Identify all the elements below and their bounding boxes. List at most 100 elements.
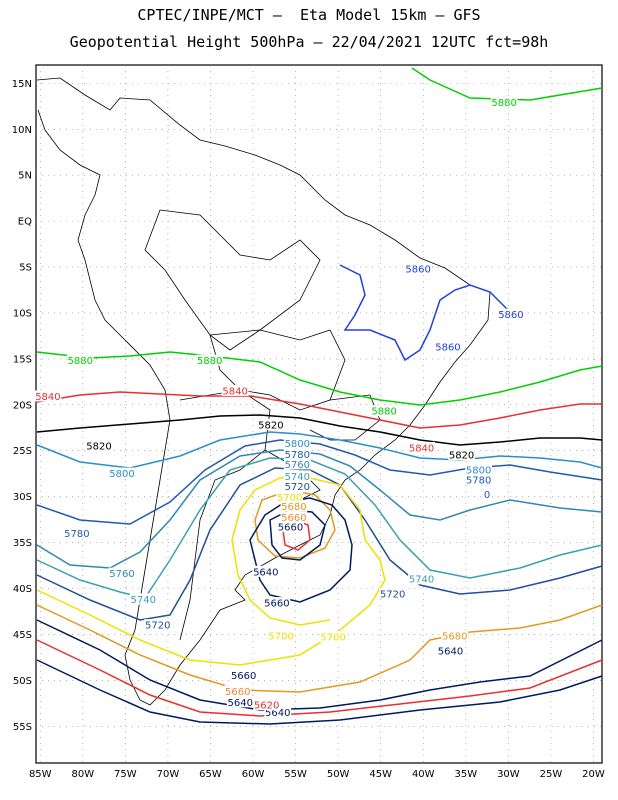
lon-tick-label: 50W <box>327 769 350 780</box>
contour-label-bg <box>129 593 157 605</box>
lon-tick-label: 20W <box>582 769 605 780</box>
contour-label-bg <box>263 597 291 609</box>
contour-label: 0 <box>484 490 490 501</box>
lon-tick-label: 55W <box>284 769 307 780</box>
contour-label-bg <box>434 340 462 352</box>
contour-label: 5720 <box>380 589 405 600</box>
contour-label: 5880 <box>371 407 396 418</box>
lon-tick-label: 30W <box>497 769 520 780</box>
lon-tick-label: 65W <box>199 769 222 780</box>
contour-label: 5840 <box>35 392 60 403</box>
contour-label-bg <box>408 441 435 453</box>
lat-tick-label: 15N <box>12 79 32 90</box>
contour-label: 5820 <box>258 420 283 431</box>
chart-title-line1: CPTEC/INPE/MCT – Eta Model 15km – GFS <box>137 6 481 24</box>
contour-label: 5860 <box>405 264 430 275</box>
contour-label: 5640 <box>228 698 253 709</box>
contour-label-bg <box>267 630 295 642</box>
lon-tick-label: 60W <box>242 769 265 780</box>
contour-label-bg <box>257 418 285 430</box>
contour-label: 5660 <box>264 599 289 610</box>
contour-label-bg <box>253 699 281 711</box>
contour-label-bg <box>319 631 347 643</box>
contour-label: 5640 <box>265 708 290 719</box>
contour-label-bg <box>276 491 304 503</box>
contour-label: 5880 <box>197 356 222 367</box>
contour-label-bg <box>224 685 252 697</box>
contour-label-bg <box>230 669 258 681</box>
contour-label: 5740 <box>409 575 434 586</box>
lat-tick-label: 45S <box>13 630 32 641</box>
contour-label-bg <box>283 480 311 492</box>
contour-label: 5760 <box>109 569 134 580</box>
contour-label-bg <box>437 644 464 656</box>
lon-tick-label: 40W <box>412 769 435 780</box>
map-frame <box>35 64 603 764</box>
contour-label-bg <box>465 474 492 486</box>
contour-label-bg <box>280 500 308 512</box>
lat-tick-label: 30S <box>13 492 32 503</box>
contour-label: 5640 <box>253 567 278 578</box>
lat-tick-label: 5N <box>18 171 32 182</box>
contour-label-bg <box>283 448 311 460</box>
grid-lines <box>36 65 602 763</box>
lat-tick-label: 10N <box>12 125 32 136</box>
contour-label-bg <box>85 440 113 452</box>
contour-label: 5820 <box>86 442 111 453</box>
contour-label: 5700 <box>320 633 345 644</box>
contour-labels: 5880 5880 5880 5880 5860 5860 5860 5840 5840 5840… <box>34 96 525 719</box>
contour-label: 5660 <box>278 522 303 533</box>
contour-label: 5620 <box>254 701 279 712</box>
contour-label-bg <box>482 488 492 500</box>
lon-tick-label: 85W <box>29 769 52 780</box>
contour-label-bg <box>441 630 469 642</box>
contour-label-bg <box>283 470 311 482</box>
lat-tick-label: 50S <box>13 676 32 687</box>
coastline <box>36 77 491 706</box>
lat-tick-label: 55S <box>13 722 32 733</box>
contour-label-bg <box>66 354 94 366</box>
contour-label-bg <box>144 619 172 631</box>
lat-tick-label: 35S <box>13 538 32 549</box>
contour-label-bg <box>280 511 308 523</box>
lat-tick-label: 40S <box>13 584 32 595</box>
contour-label: 5800 <box>109 469 134 480</box>
contour-label-bg <box>465 463 492 475</box>
lon-tick-label: 35W <box>455 769 478 780</box>
axis-ticks: 15N10N5NEQ5S10S15S20S25S30S35S40S45S50S5… <box>12 79 605 780</box>
chart-title-line2: Geopotential Height 500hPa – 22/04/2021 … <box>69 33 549 51</box>
lat-tick-label: EQ <box>18 217 32 228</box>
contour-label-bg <box>370 405 398 417</box>
contour-label: 5680 <box>281 502 306 513</box>
contour-label: 5660 <box>225 687 250 698</box>
contour-label-bg <box>404 262 432 274</box>
lat-tick-label: 5S <box>19 263 32 274</box>
contour-label-bg <box>379 587 407 599</box>
contour-label: 5720 <box>145 621 170 632</box>
contour-label: 5760 <box>285 460 310 471</box>
lon-tick-label: 75W <box>114 769 137 780</box>
contour-label: 5840 <box>409 443 434 454</box>
contour-label: 5660 <box>281 513 306 524</box>
contour-label-bg <box>490 96 518 108</box>
contour-label: 5880 <box>68 356 93 367</box>
lat-tick-label: 10S <box>13 308 32 319</box>
lat-tick-label: 25S <box>13 446 32 457</box>
contour-label-bg <box>277 520 304 532</box>
contour-label-bg <box>221 384 249 396</box>
contour-label: 5800 <box>285 439 310 450</box>
contour-label: 5840 <box>222 386 247 397</box>
contour-label: 5780 <box>64 529 89 540</box>
contour-label: 5780 <box>466 476 491 487</box>
contour-label: 5700 <box>268 632 293 643</box>
contour-label-bg <box>196 354 224 366</box>
contour-label-bg <box>448 449 475 461</box>
contour-label-bg <box>264 706 292 718</box>
contour-label: 5720 <box>285 482 310 493</box>
contour-label-bg <box>34 390 62 402</box>
contour-label-bg <box>283 458 311 470</box>
contour-label: 5660 <box>231 671 256 682</box>
contour-label-bg <box>63 527 91 539</box>
contour-label: 5740 <box>131 595 156 606</box>
contour-label: 5800 <box>466 465 491 476</box>
